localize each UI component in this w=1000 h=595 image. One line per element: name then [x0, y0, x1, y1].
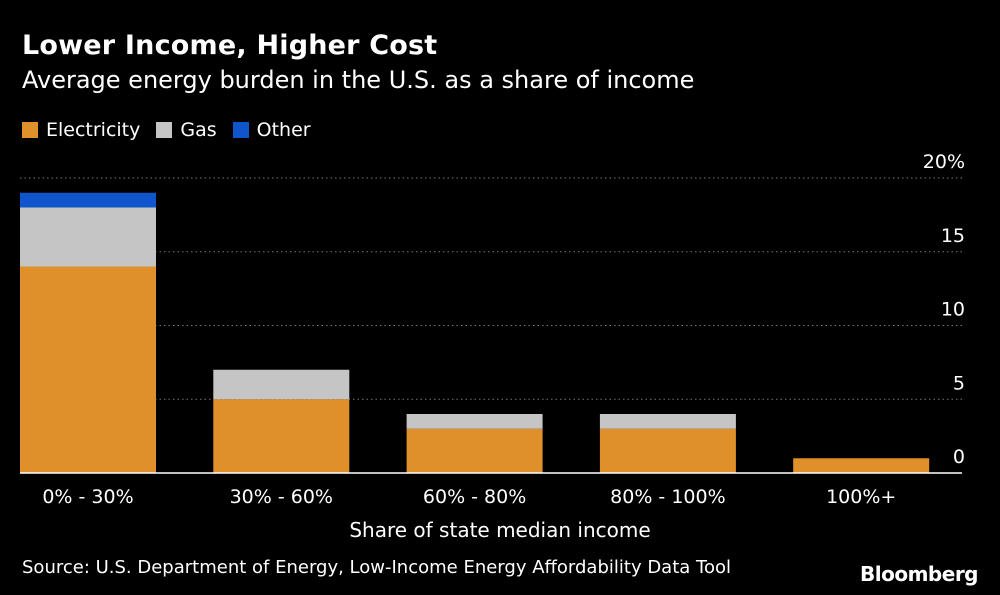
bar-gas-3 [599, 414, 736, 429]
legend-item-gas: Gas [156, 119, 217, 141]
legend-label-gas: Gas [180, 119, 217, 141]
y-tick-label-15: 15 [941, 225, 965, 247]
x-axis-label: Share of state median income [349, 518, 650, 542]
y-tick-label-0: 0 [953, 446, 965, 468]
bar-gas-1 [213, 369, 350, 400]
y-tick-label-5: 5 [953, 372, 965, 394]
x-tick-label-4: 100%+ [826, 486, 896, 508]
bar-other-0 [20, 192, 156, 208]
bar-gas-0 [20, 207, 156, 267]
bar-gas-2 [406, 414, 543, 429]
y-tick-label-20: 20% [923, 151, 965, 173]
bar-electricity-2 [406, 428, 543, 473]
chart-legend: Electricity Gas Other [22, 118, 327, 142]
stacked-bar-chart: 0 5 10 15 20% 0% - 30% 30% - 60% 60% - 80% 80% -… [20, 151, 965, 542]
bar-electricity-3 [599, 428, 736, 473]
legend-item-other: Other [232, 119, 311, 141]
legend-swatch-gas [156, 122, 173, 138]
bloomberg-logo: Bloomberg [860, 562, 978, 586]
x-tick-label-0: 0% - 30% [42, 486, 133, 508]
legend-label-other: Other [256, 119, 311, 141]
legend-swatch-other [232, 122, 249, 138]
bar-electricity-1 [213, 399, 350, 473]
chart-title: Lower Income, Higher Cost [22, 30, 438, 61]
legend-label-electricity: Electricity [46, 119, 141, 141]
x-tick-label-1: 30% - 60% [230, 486, 333, 508]
bar-electricity-4 [793, 458, 930, 473]
x-tick-label-3: 80% - 100% [610, 486, 725, 508]
y-tick-label-10: 10 [941, 299, 965, 321]
chart-subtitle: Average energy burden in the U.S. as a s… [22, 66, 695, 94]
legend-swatch-electricity [22, 122, 38, 138]
x-tick-label-2: 60% - 80% [423, 486, 526, 508]
source-note: Source: U.S. Department of Energy, Low-I… [22, 557, 731, 578]
legend-item-electricity: Electricity [22, 119, 140, 141]
bar-electricity-0 [20, 266, 156, 473]
